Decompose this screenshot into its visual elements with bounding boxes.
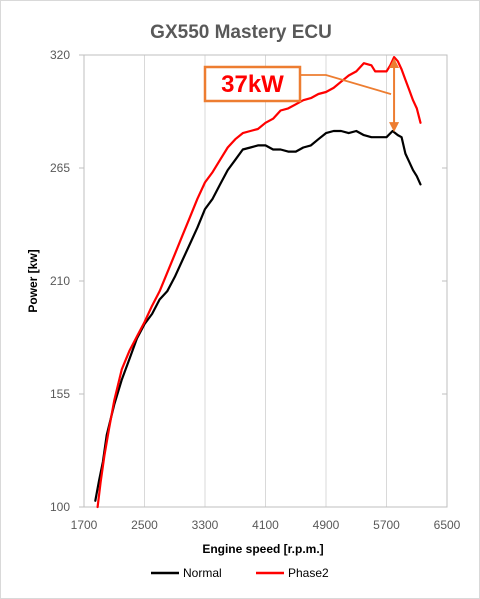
x-tick-label: 6500 <box>434 518 461 532</box>
y-tick-label: 155 <box>50 387 70 401</box>
callout-box <box>203 65 302 103</box>
callout-leader <box>300 74 392 95</box>
x-tick-label: 2500 <box>131 518 158 532</box>
delta-annotation: 37kW <box>203 58 400 133</box>
plot-area-border <box>83 54 448 508</box>
y-axis-ticks: 100 155 210 265 320 <box>50 48 70 514</box>
legend: Normal Phase2 <box>151 566 329 580</box>
x-tick-label: 5700 <box>373 518 400 532</box>
y-tick-label: 210 <box>50 274 70 288</box>
y-tick-label: 320 <box>50 48 70 62</box>
y-axis-title: Power [kw] <box>26 249 40 312</box>
legend-label-normal: Normal <box>183 566 222 580</box>
y-tick-label: 265 <box>50 161 70 175</box>
series-lines <box>94 56 422 509</box>
x-tick-label: 4900 <box>313 518 340 532</box>
gridlines <box>79 54 448 508</box>
y-tick-label: 100 <box>50 500 70 514</box>
x-axis-ticks: 1700 2500 3300 4100 4900 5700 6500 <box>71 518 461 532</box>
x-tick-label: 1700 <box>71 518 98 532</box>
callout-label: 37kW <box>221 71 284 98</box>
x-tick-label: 4100 <box>252 518 279 532</box>
series-line-phase2 <box>96 56 422 509</box>
legend-label-phase2: Phase2 <box>288 566 329 580</box>
x-axis-title: Engine speed [r.p.m.] <box>202 542 323 556</box>
chart-title: GX550 Mastery ECU <box>150 22 332 43</box>
x-tick-label: 3300 <box>192 518 219 532</box>
